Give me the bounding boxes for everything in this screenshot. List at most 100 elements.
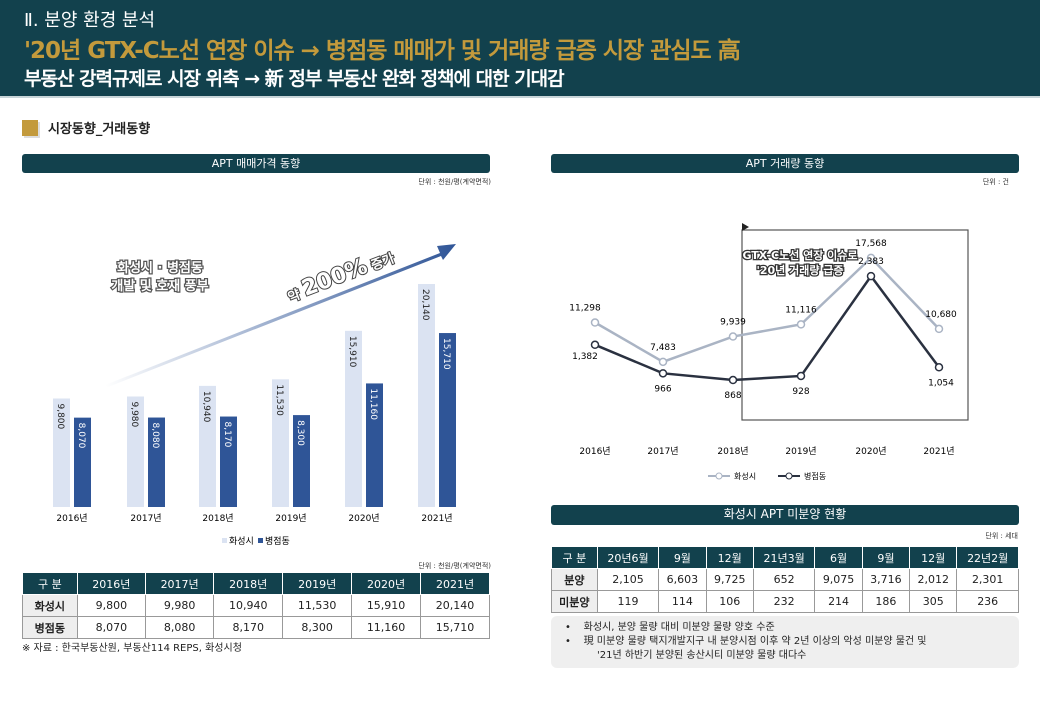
growth-arrow [105,244,456,387]
subline: 부동산 강력규제로 시장 위축 → 新 정부 부동산 완화 정책에 대한 기대감 [24,68,565,90]
column-header: 9월 [861,546,911,569]
table-cell: 11,530 [282,594,353,617]
table-cell: 305 [909,590,958,613]
legend-byeongjeom: 병점동 [265,535,290,547]
data-label: 966 [654,384,671,394]
x-tick-label: 2019년 [785,446,816,457]
data-point [658,357,668,367]
data-point [728,375,738,385]
column-header: 구 분 [551,546,598,569]
x-tick-label: 2021년 [421,513,452,524]
bar-hwaseong [127,396,144,507]
x-tick-label: 2017년 [647,446,678,457]
bar-hwaseong [199,385,216,507]
bar-value-label: 10,940 [201,391,211,423]
table-cell: 106 [705,590,754,613]
table-cell: 11,160 [351,616,422,639]
line-byeongjeom [594,273,941,382]
bar-byeongjeom [220,416,237,507]
x-tick-label: 2020년 [855,446,886,457]
legend-byeongjeom: 병점동 [804,471,826,481]
bar-value-label: 15,910 [347,336,357,368]
highlight-box [741,229,969,421]
data-label: 11,298 [569,304,601,314]
header-row: 구 분 20년6월 9월 12월 21년3월 6월 9월 12월 22년2월 [551,546,1019,569]
table-cell: 미분양 [551,590,598,613]
bar-value-label: 15,710 [441,338,451,370]
table-cell: 652 [752,568,816,591]
x-tick-label: 2021년 [923,446,954,457]
data-point [934,324,944,334]
flag-icon [742,223,749,231]
price-bar-chart: 9,800 8,070 2016년 9,980 8,080 2017년 10,940 8,17… [53,244,456,547]
x-tick-label: 2018년 [202,513,233,524]
column-header: 12월 [705,546,754,569]
data-point [866,271,876,281]
volume-chart-title: APT 거래량 동향 [551,154,1019,173]
callout-line-1: 화성시 · 병점동 [117,260,203,276]
bar-value-label: 20,140 [420,289,430,321]
square-bullet-icon [22,119,38,136]
table-cell: 8,170 [213,616,284,639]
volume-unit: 단위 : 건 [982,178,1009,186]
table-cell: 10,940 [213,594,284,617]
data-label: 928 [792,387,809,397]
bar-byeongjeom [366,383,383,507]
price-table: 구 분 2016년 2017년 2018년 2019년 2020년 2021년 화성시 9,80… [22,572,490,639]
table-cell: 6,603 [658,568,707,591]
table-row: 분양 2,105 6,603 9,725 652 9,075 3,716 2,012 2,301 [551,568,1019,591]
data-point [658,369,668,378]
table-cell: 2,012 [909,568,958,591]
column-header: 2021년 [420,572,490,595]
table-cell: 8,080 [144,616,215,639]
data-label: 9,939 [720,318,746,328]
legend-hwaseong: 화성시 [229,536,254,547]
table-row: 미분양 119 114 106 232 214 186 305 236 [551,590,1019,613]
column-header: 2017년 [144,572,215,595]
bar-byeongjeom [148,417,165,507]
table-cell: 186 [861,590,911,613]
bar-value-label: 8,080 [150,423,160,449]
table-cell: 236 [956,590,1019,613]
price-table-unit: 단위 : 천원/평(계약면적) [418,562,491,570]
data-point [590,340,600,350]
source-note: ※ 자료 : 한국부동산원, 부동산114 REPS, 화성시청 [22,643,242,654]
bar-hwaseong [272,379,289,507]
column-header: 구 분 [22,572,78,595]
bar-hwaseong [345,330,362,507]
x-tick-label: 2016년 [56,513,87,524]
x-tick-label: 2017년 [130,513,161,524]
data-label: 10,680 [925,310,957,320]
data-point [934,363,944,372]
price-chart-title: APT 매매가격 동향 [22,154,490,173]
data-point [796,320,806,329]
data-point [728,332,738,341]
table-cell: 화성시 [22,594,78,617]
bar-value-label: 9,800 [55,403,65,429]
unsold-unit: 단위 : 세대 [985,532,1018,540]
table-cell: 9,800 [76,594,147,617]
callout-line-2: '20년 거래량 급증 [756,263,843,277]
section-heading: Ⅱ. 분양 환경 분석 [24,10,156,31]
data-label: 2,383 [858,257,884,267]
x-tick-label: 2019년 [275,513,306,524]
data-point [866,253,876,263]
legend: 화성시 병점동 [222,535,290,547]
data-label: 17,568 [855,239,887,249]
x-tick-label: 2020년 [348,513,379,524]
data-label: 11,116 [785,305,817,315]
header: Ⅱ. 분양 환경 분석 '20년 GTX-C노선 연장 이슈 → 병점동 매매가… [0,0,1040,98]
callout-line-1: GTX-C노선 연장 이슈로 [742,248,857,262]
bar-value-label: 8,070 [76,423,86,449]
table-cell: 2,105 [596,568,660,591]
bar-value-label: 11,530 [274,384,284,416]
line-hwaseong [594,256,940,364]
column-header: 21년3월 [752,546,816,569]
note-2: • 現 미분양 물량 택지개발지구 내 분양시점 이후 약 2년 이상의 악성 … [565,636,927,647]
table-cell: 232 [752,590,816,613]
table-cell: 9,725 [705,568,754,591]
table-cell: 15,710 [420,616,490,639]
column-header: 12월 [909,546,958,569]
column-header: 9월 [658,546,707,569]
table-row: 화성시 9,800 9,980 10,940 11,530 15,910 20,140 [22,594,490,617]
